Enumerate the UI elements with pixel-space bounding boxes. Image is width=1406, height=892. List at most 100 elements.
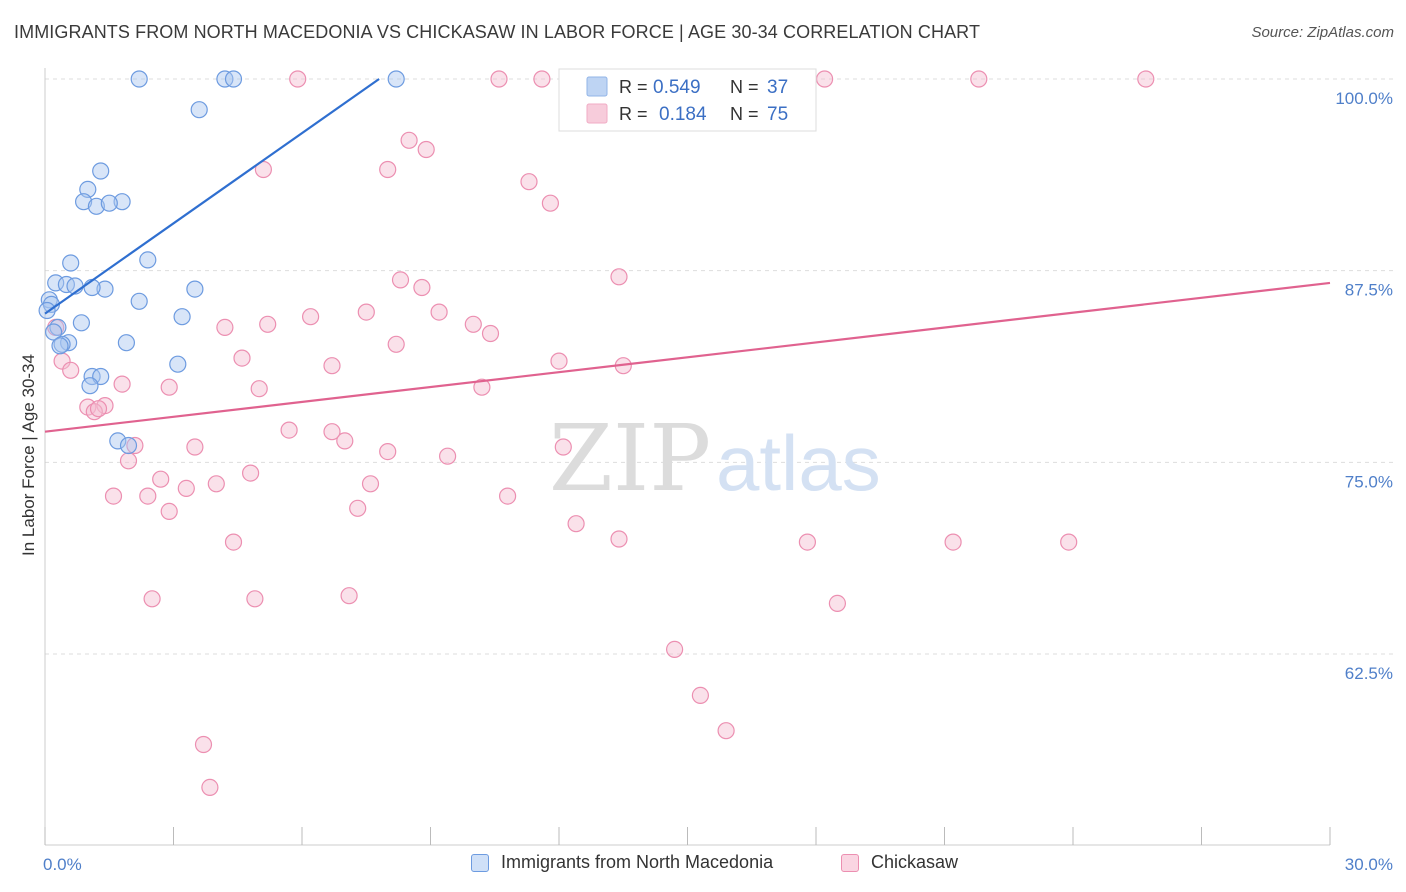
x-tick-labels: 0.0% 30.0% <box>43 855 1393 874</box>
legend-item-chickasaw[interactable]: Chickasaw <box>841 852 958 873</box>
legend-item-north-macedonia[interactable]: Immigrants from North Macedonia <box>471 852 773 873</box>
chickasaw-point-57 <box>349 499 367 517</box>
chickasaw-point-1 <box>490 70 508 88</box>
chickasaw-point-64 <box>1060 533 1078 551</box>
y-tick-label-3: 100.0% <box>1335 89 1393 108</box>
chickasaw-point-2 <box>533 70 551 88</box>
north-macedonia-point-7 <box>74 193 93 211</box>
chickasaw-point-62 <box>798 533 817 551</box>
chickasaw-point-56 <box>499 487 517 505</box>
y-tick-label-0: 62.5% <box>1345 664 1393 683</box>
chickasaw-point-9 <box>400 131 418 149</box>
chickasaw-point-27 <box>233 349 251 367</box>
north-macedonia-point-34 <box>109 432 127 450</box>
chickasaw-point-48 <box>119 452 138 470</box>
chickasaw-point-51 <box>177 479 195 497</box>
legend-pink-swatch <box>586 103 608 124</box>
chickasaw-point-43 <box>186 438 204 456</box>
watermark-zip: ZIP <box>549 405 711 512</box>
chickasaw-point-61 <box>224 533 243 551</box>
chickasaw-point-59 <box>567 515 585 533</box>
chickasaw-point-32 <box>62 361 80 379</box>
legend-blue-swatch <box>586 76 608 97</box>
y-tick-label-1: 75.0% <box>1345 472 1393 491</box>
chart-title: IMMIGRANTS FROM NORTH MACEDONIA VS CHICK… <box>14 22 981 42</box>
chickasaw-points <box>47 70 1155 797</box>
chickasaw-point-67 <box>340 587 358 605</box>
north-macedonia-point-0 <box>130 70 148 88</box>
legend-n-value-1: 37 <box>767 77 788 98</box>
north-macedonia-point-27 <box>117 334 136 352</box>
north-macedonia-point-11 <box>62 254 80 272</box>
chickasaw-point-54 <box>104 487 123 505</box>
chickasaw-point-60 <box>610 530 628 548</box>
axes <box>44 68 1331 846</box>
chickasaw-point-25 <box>387 335 405 353</box>
legend-r-value-1: 0.549 <box>653 77 701 98</box>
north-macedonia-point-22 <box>72 314 91 332</box>
y-tick-label-2: 87.5% <box>1345 281 1393 300</box>
chickasaw-point-7 <box>970 70 988 88</box>
chickasaw-point-12 <box>379 160 397 179</box>
chickasaw-point-47 <box>554 438 572 456</box>
north-macedonia-point-18 <box>83 278 101 297</box>
chickasaw-point-18 <box>357 303 375 321</box>
north-macedonia-point-36 <box>38 301 56 320</box>
north-macedonia-point-30 <box>169 355 187 373</box>
watermark-atlas: atlas <box>716 419 881 507</box>
grid-lines <box>45 78 1395 655</box>
chickasaw-point-74 <box>250 380 268 398</box>
north-macedonia-point-25 <box>44 323 63 341</box>
chickasaw-point-41 <box>323 423 341 441</box>
north-macedonia-point-15 <box>47 274 65 292</box>
chickasaw-point-21 <box>464 315 482 333</box>
chickasaw-point-55 <box>139 487 157 505</box>
north-macedonia-point-21 <box>130 292 148 310</box>
north-macedonia-point-13 <box>96 280 114 298</box>
chickasaw-point-15 <box>391 271 410 289</box>
x-tick-label-max: 30.0% <box>1345 855 1393 874</box>
chickasaw-point-72 <box>194 735 213 754</box>
north-macedonia-point-14 <box>186 280 204 298</box>
chickasaw-point-53 <box>361 475 380 493</box>
chickasaw-point-34 <box>160 378 178 396</box>
north-macedonia-point-23 <box>173 308 191 326</box>
chickasaw-point-66 <box>246 590 264 608</box>
chickasaw-point-73 <box>201 778 219 797</box>
chickasaw-point-65 <box>143 590 161 608</box>
chickasaw-point-0 <box>289 70 307 88</box>
north-macedonia-point-8 <box>113 193 131 211</box>
y-axis-title: In Labor Force | Age 30-34 <box>19 354 38 556</box>
north-macedonia-point-12 <box>139 251 157 269</box>
north-macedonia-point-35 <box>119 436 138 455</box>
chickasaw-point-71 <box>717 722 735 740</box>
north-macedonia-trend-line <box>44 78 380 315</box>
chickasaw-point-23 <box>216 318 234 336</box>
trend-lines <box>44 78 1331 433</box>
north-macedonia-point-3 <box>387 70 405 88</box>
north-macedonia-point-33 <box>81 377 99 395</box>
chickasaw-point-33 <box>113 375 131 393</box>
series-legend: Immigrants from North Macedonia Chickasa… <box>0 852 1406 878</box>
legend-n-label-1: N = <box>730 77 759 97</box>
correlation-legend: R = 0.549 N = 37 R = 0.184 N = 75 <box>558 68 817 132</box>
legend-r-label-1: R = <box>619 77 648 97</box>
chickasaw-point-16 <box>413 278 431 297</box>
legend-label-north-macedonia: Immigrants from North Macedonia <box>501 852 774 872</box>
y-tick-labels: 62.5% 75.0% 87.5% 100.0% <box>1335 89 1393 683</box>
chickasaw-point-45 <box>379 443 397 461</box>
north-macedonia-point-16 <box>57 275 76 294</box>
chickasaw-point-39 <box>89 400 108 418</box>
watermark: ZIP atlas <box>549 405 881 512</box>
x-tick-label-min: 0.0% <box>43 855 82 874</box>
north-macedonia-point-9 <box>87 197 106 215</box>
chickasaw-point-63 <box>944 533 962 551</box>
chickasaw-point-50 <box>152 470 170 488</box>
north-macedonia-point-29 <box>51 337 69 355</box>
north-macedonia-point-4 <box>190 101 208 119</box>
chickasaw-point-17 <box>610 268 628 286</box>
chickasaw-point-13 <box>520 173 538 191</box>
north-macedonia-points <box>38 70 405 455</box>
chickasaw-point-14 <box>541 194 560 212</box>
